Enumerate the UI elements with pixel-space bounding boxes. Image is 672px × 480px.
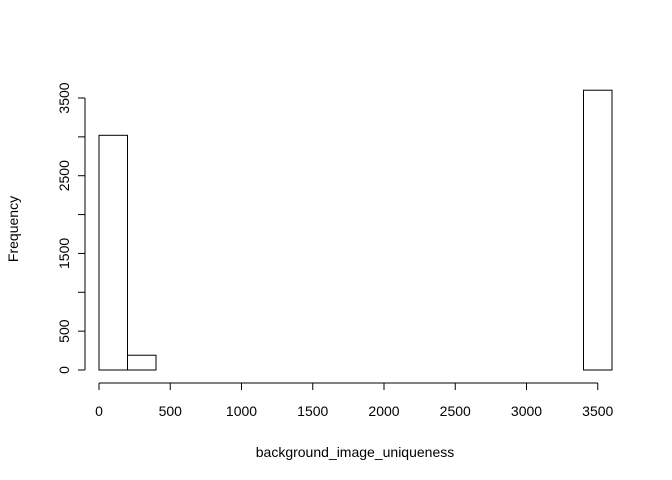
y-axis: 0 500 1500 2500 3500 [56,82,86,374]
bars-group [98,89,613,371]
x-tick-label-3: 1500 [297,403,328,419]
x-tick-label-6: 3000 [511,403,542,419]
x-tick-label-5: 2500 [440,403,471,419]
y-tick-label-5: 2500 [56,160,72,191]
histogram-bar-1 [127,354,157,371]
y-axis-label: Frequency [5,196,21,262]
y-tick-label-3: 1500 [56,238,72,269]
x-tick-label-4: 2000 [368,403,399,419]
x-tick-label-0: 0 [95,403,103,419]
x-axis-label: background_image_uniqueness [256,444,454,460]
histogram-bar-17 [583,89,613,371]
y-tick-label-1: 500 [56,319,72,343]
y-tick-label-0: 0 [56,366,72,374]
x-tick-label-7: 3500 [582,403,613,419]
x-axis: 0 500 1000 1500 2000 2500 3000 3500 [95,382,614,419]
x-tick-label-1: 500 [159,403,183,419]
y-tick-label-7: 3500 [56,82,72,113]
x-tick-label-2: 1000 [226,403,257,419]
histogram-bar-0 [98,134,128,371]
